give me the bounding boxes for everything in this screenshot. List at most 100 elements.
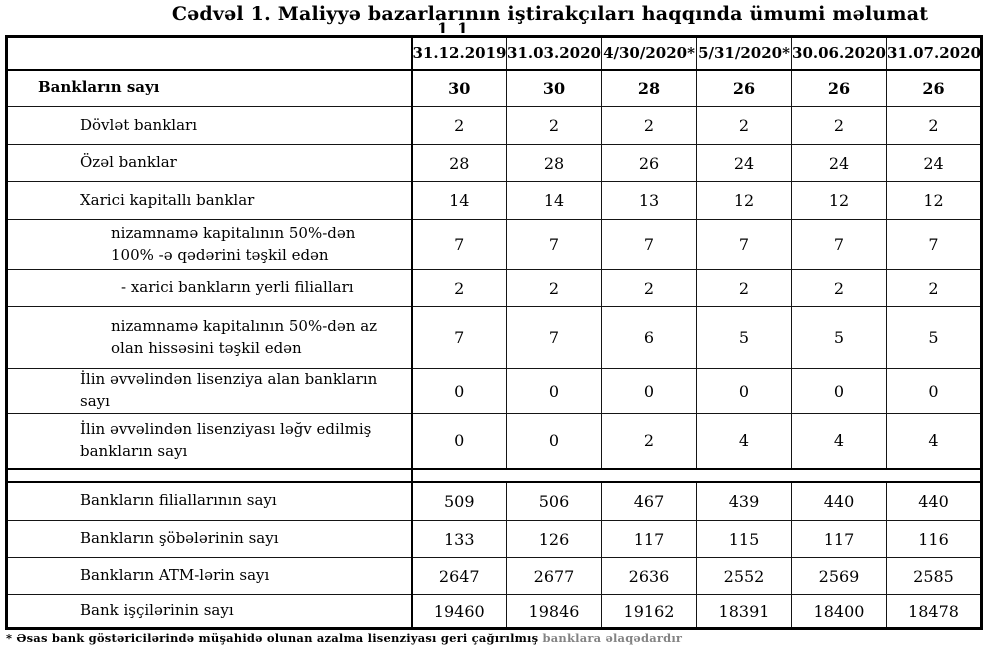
table-cell: 2: [696, 106, 792, 145]
table-cell: 0: [791, 368, 887, 414]
table-cell: 7: [411, 219, 507, 270]
divider-cell: [411, 467, 982, 483]
table-cell: 5: [696, 306, 792, 369]
table-cell: 0: [696, 368, 792, 414]
table-cell: 19460: [411, 594, 507, 629]
table-row: Bank işçilərinin sayı 19460 19846 19162 …: [6, 594, 982, 629]
table-cell: 2: [791, 106, 887, 145]
row-label: nizamnamə kapitalının 50%-dən az olan hi…: [6, 306, 413, 369]
table-cell: 117: [601, 520, 697, 558]
row-label: Bankların ATM-lərin sayı: [6, 557, 413, 595]
table-cell: 117: [791, 520, 887, 558]
table-cell: 4: [886, 413, 982, 469]
table-cell: 116: [886, 520, 982, 558]
column-header: 31.03.2020: [506, 36, 602, 71]
table-cell: 0: [506, 368, 602, 414]
table-row: nizamnamə kapitalının 50%-dən az olan hi…: [6, 306, 982, 369]
table-cell: 28: [506, 144, 602, 182]
table-cell: 19162: [601, 594, 697, 629]
table-row: İlin əvvəlindən lisenziya alan bankların…: [6, 368, 982, 414]
table-cell: 2585: [886, 557, 982, 595]
table-cell: 28: [411, 144, 507, 182]
table-cell: 2569: [791, 557, 887, 595]
table-cell: 2: [886, 269, 982, 307]
table-cell: 2: [601, 269, 697, 307]
table-cell: 440: [886, 481, 982, 521]
table-row: Dövlət bankları 2 2 2 2 2 2: [6, 106, 982, 145]
table-row: Xarici kapitallı banklar 14 14 13 12 12 …: [6, 181, 982, 220]
table-cell: 2: [411, 106, 507, 145]
table-cell: 7: [411, 306, 507, 369]
table-cell: 2: [601, 413, 697, 469]
table-cell: 439: [696, 481, 792, 521]
row-label: Özəl banklar: [6, 144, 413, 182]
table-cell: 5: [791, 306, 887, 369]
footnote: * Əsas bank göstəricilərində müşahidə ol…: [6, 631, 682, 645]
page-title: Cədvəl 1. Maliyyə bazarlarının iştirakçı…: [171, 3, 929, 25]
table-header-row: 31.12.2019 31.03.2020 4/30/2020* 5/31/20…: [6, 36, 982, 71]
table-cell: 28: [601, 69, 697, 107]
column-header: 31.12.2019: [411, 36, 507, 71]
table-cell: 2: [506, 106, 602, 145]
table-cell: 26: [601, 144, 697, 182]
table-cell: 26: [791, 69, 887, 107]
table-row: Bankların filiallarının sayı 509 506 467…: [6, 481, 982, 521]
footnote-text: * Əsas bank göstəricilərində müşahidə ol…: [6, 631, 543, 645]
table-cell: 30: [506, 69, 602, 107]
table-cell: 7: [696, 219, 792, 270]
table-cell: 0: [411, 413, 507, 469]
table-cell: 2: [886, 106, 982, 145]
table-cell: 4: [696, 413, 792, 469]
table-cell: 115: [696, 520, 792, 558]
footnote-faded-text: banklara əlaqədardır: [542, 631, 683, 645]
table-cell: 7: [791, 219, 887, 270]
table-row: - xarici bankların yerli filialları 2 2 …: [6, 269, 982, 307]
column-header: 31.07.2020: [886, 36, 982, 71]
table-cell: 18478: [886, 594, 982, 629]
table-cell: 18400: [791, 594, 887, 629]
table-cell: 12: [886, 181, 982, 220]
table-cell: 4: [791, 413, 887, 469]
table-cell: 7: [601, 219, 697, 270]
row-label: İlin əvvəlindən lisenziya alan bankların…: [6, 368, 413, 414]
divider-cell: [6, 467, 413, 483]
table-cell: 7: [506, 219, 602, 270]
table-cell: 30: [411, 69, 507, 107]
table-cell: 467: [601, 481, 697, 521]
row-label: Dövlət bankları: [6, 106, 413, 145]
table-cell: 18391: [696, 594, 792, 629]
table-cell: 2: [601, 106, 697, 145]
table-row: İlin əvvəlindən lisenziyası ləğv edilmiş…: [6, 413, 982, 469]
table-cell: 24: [696, 144, 792, 182]
table-cell: 5: [886, 306, 982, 369]
table-row: Bankların ATM-lərin sayı 2647 2677 2636 …: [6, 557, 982, 595]
table-row: Özəl banklar 28 28 26 24 24 24: [6, 144, 982, 182]
row-label: Bank işçilərinin sayı: [6, 594, 413, 629]
table-cell: 2: [411, 269, 507, 307]
table-cell: 0: [506, 413, 602, 469]
table-cell: 0: [886, 368, 982, 414]
table-cell: 19846: [506, 594, 602, 629]
table-cell: 26: [696, 69, 792, 107]
table-cell: 14: [506, 181, 602, 220]
row-label: Bankların filiallarının sayı: [6, 481, 413, 521]
participants-table: 31.12.2019 31.03.2020 4/30/2020* 5/31/20…: [5, 35, 983, 630]
row-label: Xarici kapitallı banklar: [6, 181, 413, 220]
row-label: Bankların sayı: [6, 69, 413, 107]
table-cell: 0: [411, 368, 507, 414]
table-row: Bankların şöbələrinin sayı 133 126 117 1…: [6, 520, 982, 558]
corner-cell: [6, 36, 413, 71]
table-cell: 7: [886, 219, 982, 270]
table-cell: 26: [886, 69, 982, 107]
table-cell: 509: [411, 481, 507, 521]
table-cell: 14: [411, 181, 507, 220]
table-cell: 2: [506, 269, 602, 307]
column-header: 5/31/2020*: [696, 36, 792, 71]
table-cell: 2: [791, 269, 887, 307]
table-cell: 440: [791, 481, 887, 521]
row-label: Bankların şöbələrinin sayı: [6, 520, 413, 558]
row-label: İlin əvvəlindən lisenziyası ləğv edilmiş…: [6, 413, 413, 469]
table-cell: 2552: [696, 557, 792, 595]
table-cell: 0: [601, 368, 697, 414]
table-cell: 2636: [601, 557, 697, 595]
